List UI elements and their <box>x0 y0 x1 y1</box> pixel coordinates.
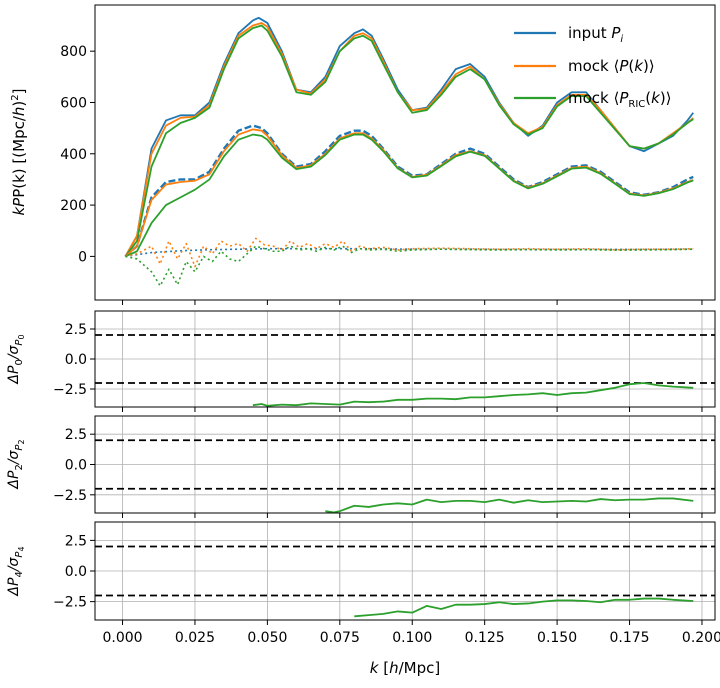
residual-p0-ytick-label: −2.5 <box>53 382 87 398</box>
xtick-label: 0.150 <box>537 630 577 646</box>
residual-p4-y-axis-label: ΔP4/σP4 <box>6 546 26 596</box>
residual-p4-ytick-label: 0.0 <box>65 564 87 580</box>
residual-p2-y-axis-label: ΔP2/σP2 <box>6 439 26 489</box>
xtick-label: 0.000 <box>102 630 142 646</box>
main-series-line-0 <box>124 16 694 257</box>
main-ytick-label: 600 <box>60 95 87 111</box>
residual-p0-y-axis-label: ΔP0/σP0 <box>6 334 26 384</box>
xtick-label: 0.125 <box>465 630 505 646</box>
main-series-line-7 <box>125 237 694 268</box>
main-series-line-2 <box>124 24 694 257</box>
legend-entry-mock-ric: mock ⟨PRIC(k)⟩ <box>514 89 672 110</box>
residual-p2-series-line-0 <box>325 497 694 513</box>
main-ytick-label: 200 <box>60 198 87 214</box>
legend-label-input: input Pi <box>568 24 623 45</box>
residual-p0-ytick-label: 0.0 <box>65 352 87 368</box>
residual-p2-ytick-label: 2.5 <box>65 427 87 443</box>
main-ytick-label: 400 <box>60 147 87 163</box>
main-series-line-5 <box>125 133 694 258</box>
main-power-spectrum-panel: 0 200 400 600 800 kPP(k) [(Mpc/h)2] input Pi… <box>10 4 716 305</box>
legend-entry-mock: mock ⟨P(k)⟩ <box>514 57 655 75</box>
xtick-label: 0.200 <box>682 630 720 646</box>
main-series-line-4 <box>124 128 694 258</box>
xtick-label: 0.100 <box>392 630 432 646</box>
legend: input Pi mock ⟨P(k)⟩ mock ⟨PRIC(k)⟩ <box>514 24 672 110</box>
main-ytick-label: 800 <box>60 44 87 60</box>
xtick-label: 0.025 <box>175 630 215 646</box>
main-series-line-3 <box>124 124 694 258</box>
residual-p0-ytick-label: 2.5 <box>65 322 87 338</box>
legend-label-mock: mock ⟨P(k)⟩ <box>568 57 655 75</box>
legend-entry-input: input Pi <box>514 24 623 45</box>
residual-p4-panel: 2.5 0.0 −2.5 0.000 0.025 0.050 0.075 0.100 0.12… <box>6 521 720 677</box>
main-ytick-label: 0 <box>78 249 87 265</box>
xtick-label: 0.050 <box>247 630 287 646</box>
xtick-label: 0.075 <box>320 630 360 646</box>
residual-p2-ytick-label: 0.0 <box>65 458 87 474</box>
residual-p0-panel: 2.5 0.0 −2.5 ΔP0/σP0 <box>6 310 716 412</box>
main-y-axis-label: kPP(k) [(Mpc/h)2] <box>10 88 28 215</box>
x-axis-label: k [h/Mpc] <box>370 659 440 677</box>
residual-p4-ytick-label: −2.5 <box>53 595 87 611</box>
residual-p4-series-line-0 <box>354 597 694 618</box>
legend-label-mock-ric: mock ⟨PRIC(k)⟩ <box>568 89 672 110</box>
residual-p4-ytick-label: 2.5 <box>65 533 87 549</box>
xtick-label: 0.175 <box>609 630 649 646</box>
main-axes-frame <box>94 4 716 301</box>
residual-p2-panel: 2.5 0.0 −2.5 ΔP2/σP2 <box>6 415 716 518</box>
residual-p0-series-line-0 <box>252 382 694 407</box>
residual-p2-ytick-label: −2.5 <box>53 488 87 504</box>
